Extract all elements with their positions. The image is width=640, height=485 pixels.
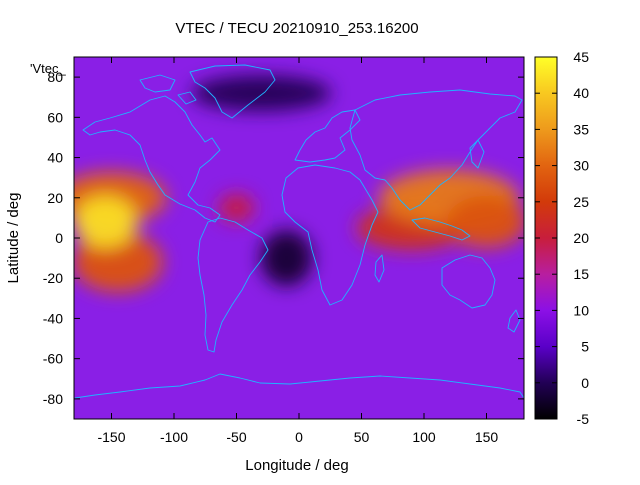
vtec-region-atlantic-minimum — [260, 230, 313, 287]
x-tick-label: 150 — [475, 429, 499, 445]
x-tick-label: 100 — [412, 429, 436, 445]
y-tick-label: -40 — [43, 310, 63, 326]
coast-europe — [294, 109, 361, 163]
vtec-region-pacific-anomaly-south — [74, 232, 163, 293]
colorbar-ticks: -5 0 5 10 15 20 25 30 35 40 45 — [535, 49, 589, 427]
x-axis-ticks: -150 -100 -50 0 50 100 150 — [97, 57, 498, 445]
coast-japan — [469, 139, 485, 169]
coast-australia — [441, 254, 496, 309]
y-axis-label: Latitude / deg — [5, 193, 22, 284]
x-tick-label: -100 — [160, 429, 188, 445]
y-tick-label: -20 — [43, 270, 63, 286]
vtec-region-asia-anomaly-east — [446, 195, 524, 248]
colorbar-tick-label: 45 — [573, 49, 589, 65]
y-tick-label: -80 — [43, 391, 63, 407]
colorbar-tick-label: 10 — [573, 302, 589, 318]
colorbar-tick-label: 0 — [581, 375, 589, 391]
coast-madagascar — [374, 254, 385, 283]
vtec-region-arctic-minimum — [191, 75, 332, 112]
colorbar-tick-label: 5 — [581, 339, 589, 355]
colorbar-tick-label: 15 — [573, 266, 589, 282]
colorbar-tick-label: 25 — [573, 194, 589, 210]
y-tick-label: 0 — [55, 230, 63, 246]
coast-africa — [281, 164, 379, 306]
y-axis-ticks: -80 -60 -40 -20 0 20 40 60 80 — [43, 69, 524, 407]
colorbar-tick-label: -5 — [577, 411, 590, 427]
coast-antarctica — [74, 373, 524, 399]
coast-new-zealand — [507, 309, 521, 333]
y-tick-label: 40 — [47, 150, 63, 166]
coast-indonesia — [411, 217, 471, 241]
vtec-region-south-america-spot — [218, 193, 255, 222]
coastlines — [74, 64, 524, 399]
x-axis-label: Longitude / deg — [245, 457, 348, 474]
vtec-field — [74, 75, 524, 293]
x-tick-label: 0 — [295, 429, 303, 445]
y-tick-label: 20 — [47, 190, 63, 206]
colorbar-tick-label: 20 — [573, 230, 589, 246]
y-tick-label: 60 — [47, 109, 63, 125]
y-tick-label: 80 — [47, 69, 63, 85]
x-tick-label: -50 — [226, 429, 246, 445]
vtec-region-pacific-anomaly-core — [74, 195, 138, 248]
colorbar-tick-label: 30 — [573, 158, 589, 174]
chart-title: VTEC / TECU 20210910_253.16200 — [175, 20, 418, 37]
coast-greenland — [189, 64, 276, 119]
coast-asia — [349, 89, 523, 211]
x-tick-label: -150 — [97, 429, 125, 445]
series-legend-label: 'Vtec_ — [30, 61, 66, 76]
coast-south-america — [197, 217, 269, 353]
coast-north-america — [82, 95, 221, 223]
x-tick-label: 50 — [354, 429, 370, 445]
colorbar-tick-label: 35 — [573, 121, 589, 137]
y-tick-label: -60 — [43, 351, 63, 367]
coast-arctic-islands — [139, 74, 197, 105]
colorbar-tick-label: 40 — [573, 85, 589, 101]
